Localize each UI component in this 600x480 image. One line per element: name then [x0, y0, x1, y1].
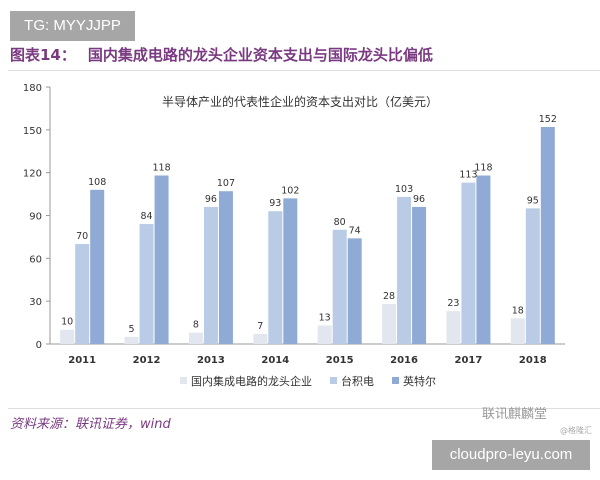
- x-tick-label: 2017: [455, 355, 483, 366]
- data-label: 102: [281, 185, 299, 196]
- bar: [203, 206, 218, 344]
- watermark-site: cloudpro-leyu.com: [432, 440, 590, 470]
- watermark-small: @格隆汇: [560, 426, 592, 435]
- bar: [268, 211, 283, 344]
- bar: [253, 334, 268, 344]
- chart-title: 半导体产业的代表性企业的资本支出对比（亿美元）: [162, 94, 438, 109]
- y-tick-label: 0: [36, 340, 42, 351]
- legend-label: 英特尔: [403, 374, 436, 388]
- data-label: 118: [474, 163, 492, 174]
- x-tick-label: 2016: [390, 355, 418, 366]
- x-tick-label: 2013: [197, 355, 225, 366]
- bar: [397, 196, 412, 344]
- y-tick-label: 60: [29, 254, 42, 265]
- data-label: 96: [413, 194, 425, 205]
- y-tick-label: 150: [23, 126, 42, 137]
- bar: [60, 329, 75, 344]
- bar: [446, 311, 461, 344]
- watermark-tag: TG: MYYJJPP: [10, 11, 135, 41]
- data-label: 5: [129, 324, 135, 335]
- data-label: 152: [539, 114, 557, 125]
- legend-swatch: [180, 377, 187, 384]
- bar: [510, 318, 525, 344]
- bar: [412, 206, 427, 344]
- data-label: 84: [141, 211, 153, 222]
- data-label: 113: [459, 170, 477, 181]
- data-label: 108: [88, 177, 106, 188]
- figure-title: 图表14： 国内集成电路的龙头企业资本支出与国际龙头比偏低: [10, 44, 433, 65]
- bar: [332, 229, 347, 344]
- divider: [8, 408, 600, 409]
- data-label: 74: [349, 225, 361, 236]
- bar: [347, 238, 362, 344]
- bar-chart: 半导体产业的代表性企业的资本支出对比（亿美元） 0 30 60 90 120 150 180 2…: [23, 83, 565, 388]
- bar: [461, 182, 476, 344]
- data-label: 7: [257, 321, 263, 332]
- y-tick-label: 120: [23, 169, 42, 180]
- source-note: 资料来源：联讯证券，wind: [10, 417, 171, 432]
- divider: [8, 70, 600, 71]
- data-label: 103: [395, 184, 413, 195]
- bar: [317, 325, 332, 344]
- data-label: 18: [512, 305, 524, 316]
- data-label: 13: [319, 312, 331, 323]
- watermark-logo: 联讯麒麟堂: [482, 407, 548, 422]
- bar: [139, 224, 154, 344]
- x-tick-label: 2015: [326, 355, 354, 366]
- data-label: 118: [152, 163, 170, 174]
- data-label: 107: [217, 178, 235, 189]
- data-label: 95: [527, 195, 539, 206]
- y-tick-label: 30: [29, 297, 42, 308]
- data-label: 28: [383, 291, 395, 302]
- data-label: 23: [447, 298, 459, 309]
- bar: [154, 175, 169, 344]
- y-tick-label: 90: [29, 212, 42, 223]
- bar: [382, 304, 397, 344]
- bar: [525, 208, 540, 344]
- bar: [540, 126, 555, 344]
- legend-label: 国内集成电路的龙头企业: [191, 374, 312, 388]
- x-tick-label: 2011: [68, 355, 96, 366]
- bar: [476, 175, 491, 344]
- data-label: 70: [76, 231, 88, 242]
- bar: [75, 244, 90, 344]
- bar: [124, 336, 139, 344]
- legend-swatch: [330, 377, 337, 384]
- data-label: 10: [61, 317, 73, 328]
- bar: [188, 332, 203, 344]
- data-label: 93: [269, 198, 281, 209]
- data-label: 8: [193, 320, 199, 331]
- legend-swatch: [392, 377, 399, 384]
- bar: [218, 191, 233, 344]
- bar: [90, 189, 105, 344]
- x-tick-label: 2012: [133, 355, 161, 366]
- data-label: 80: [334, 217, 346, 228]
- figure-title-text: 国内集成电路的龙头企业资本支出与国际龙头比偏低: [87, 46, 433, 64]
- x-tick-label: 2018: [519, 355, 547, 366]
- figure-label: 图表14：: [10, 46, 76, 64]
- bar: [283, 198, 298, 344]
- legend-label: 台积电: [341, 374, 374, 388]
- data-label: 96: [205, 194, 217, 205]
- y-tick-label: 180: [23, 83, 42, 94]
- x-tick-label: 2014: [261, 355, 289, 366]
